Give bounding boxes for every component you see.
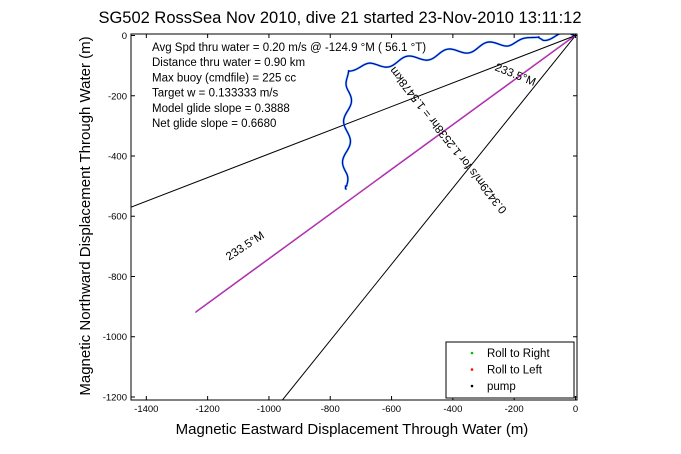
legend-marker (470, 351, 474, 355)
legend-marker (470, 368, 474, 371)
info-line: Distance thru water = 0.90 km (152, 57, 305, 69)
legend-box (445, 341, 575, 399)
x-axis-label: Magnetic Eastward Displacement Through W… (176, 421, 529, 438)
heading-line-shadow (195, 34, 576, 312)
x-tick-label: -1200 (195, 404, 219, 415)
plot-frame (130, 33, 578, 401)
glide-slope-line (281, 35, 576, 400)
x-tick-label: -1000 (257, 404, 281, 415)
x-tick-label: -1400 (134, 404, 158, 415)
y-tick-label: -400 (108, 152, 127, 163)
y-tick-label: -800 (108, 272, 127, 283)
y-tick-label: -200 (108, 91, 127, 102)
y-tick-label: 0 (122, 31, 127, 42)
y-tick-label: -1000 (103, 332, 127, 343)
x-tick-label: 0 (573, 404, 578, 415)
glide-slope-line (131, 35, 576, 208)
dive-track (341, 34, 576, 190)
x-tick-label: -800 (321, 404, 340, 415)
x-tick-label: -200 (505, 404, 524, 415)
chart-title: SG502 RossSea Nov 2010, dive 21 started … (98, 9, 581, 27)
plot-area (131, 34, 577, 400)
y-tick-label: -600 (108, 212, 127, 223)
y-tick-label: -1200 (103, 392, 127, 403)
legend: Roll to Right Roll to Left pump (445, 341, 575, 399)
legend-label: Roll to Right (487, 348, 550, 360)
x-tick-label: -600 (382, 404, 401, 415)
info-line: Max buoy (cmdfile) = 225 cc (152, 72, 296, 84)
legend-label: Roll to Left (487, 365, 543, 377)
info-line: Target w = 0.133333 m/s (152, 88, 279, 100)
x-tick-label: -400 (443, 404, 462, 415)
info-line: Model glide slope = 0.3888 (152, 103, 290, 115)
axis-ticks: -1400 -1200 -1000 -800 -600 -400 -200 0 0 -200 -40… (103, 31, 578, 415)
legend-label: pump (487, 381, 516, 393)
info-line: Net glide slope = 0.6680 (152, 118, 276, 130)
info-box: Avg Spd thru water = 0.20 m/s @ -124.9 °… (152, 42, 426, 130)
info-line: Avg Spd thru water = 0.20 m/s @ -124.9 °… (152, 42, 426, 54)
y-axis-label: Magnetic Northward Displacement Through … (77, 36, 94, 395)
heading-line (195, 35, 576, 314)
legend-marker (470, 384, 474, 388)
